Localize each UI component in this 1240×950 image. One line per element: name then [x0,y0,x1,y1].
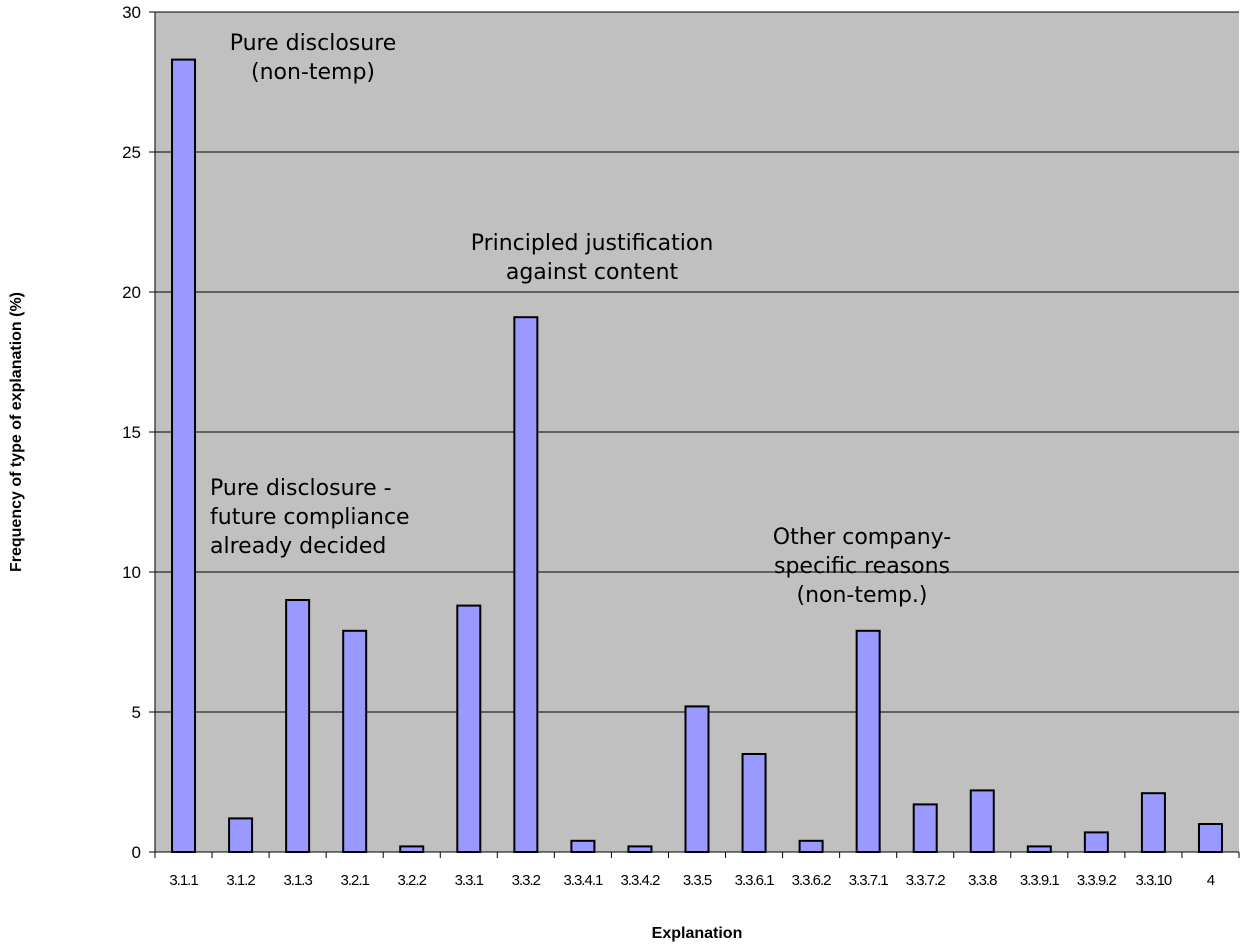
y-tick-label: 20 [122,283,141,302]
y-tick-label: 15 [122,423,141,442]
bar [969,789,995,854]
y-tick-label: 25 [122,143,141,162]
bar [456,604,482,853]
bar [228,817,254,854]
y-tick-labels: 0 5 10 15 20 25 30 [122,3,141,862]
x-axis-title: Explanation [652,925,743,942]
x-tick-label: 3.3.4.2 [621,872,661,889]
bar [912,803,938,854]
bar [855,629,881,853]
bar [171,58,197,854]
annotation-label: Other company-specific reasons (non-temp.… [773,525,951,608]
x-tick-label: 3.3.10 [1136,872,1172,889]
annotation-label: Pure disclosure -future compliance alread… [210,476,410,559]
bar [1140,792,1166,854]
annotation-label: Pure disclosure (non-temp) [230,31,397,85]
x-tick-label: 3.3.6.1 [735,872,775,889]
bar [798,839,824,853]
x-tick-label: 3.3.9.2 [1077,872,1117,889]
bar [627,845,653,854]
y-tick-label: 30 [122,3,141,22]
y-tick-label: 5 [132,703,141,722]
x-tick-label: 3.1.1 [169,872,198,889]
x-tick-label: 3.3.9.1 [1020,872,1060,889]
x-tick-label: 3.3.7.2 [906,872,946,889]
x-tick-label: 3.2.2 [398,872,427,889]
bar [741,753,767,853]
bar [1026,845,1052,854]
y-tick-label: 10 [122,563,141,582]
x-tick-label: 3.1.3 [283,872,312,889]
y-tick-label: 0 [132,843,141,862]
annotations: Pure disclosure (non-temp) Principled just… [210,31,951,608]
annotation-label: Principled justification against content [471,231,714,285]
x-tick-label: 3.3.7.1 [849,872,889,889]
y-axis-title: Frequency of type of explanation (%) [8,292,25,572]
x-tick-label: 3.3.8 [968,872,997,889]
x-tick-label: 4 [1207,872,1215,889]
x-tick-labels: 3.1.1 3.1.2 3.1.3 3.2.1 3.2.2 3.3.1 3.3.2 3.3.4… [169,872,1215,889]
bar [1197,823,1223,853]
bar [684,705,710,854]
bar [513,316,539,853]
bar [399,845,425,854]
bar [342,629,368,853]
x-tick-label: 3.2.1 [340,872,369,889]
x-tick-label: 3.3.1 [455,872,484,889]
bar [570,839,596,853]
bars [171,58,1223,854]
x-tick-label: 3.3.5 [683,872,712,889]
x-tick-label: 3.3.4.1 [563,872,603,889]
x-tick-label: 3.3.6.2 [792,872,832,889]
x-tick-label: 3.3.2 [512,872,541,889]
axes [149,11,1240,858]
bar [1083,831,1109,854]
bar [285,599,311,853]
gridlines [155,11,1239,713]
x-tick-label: 3.1.2 [226,872,255,889]
